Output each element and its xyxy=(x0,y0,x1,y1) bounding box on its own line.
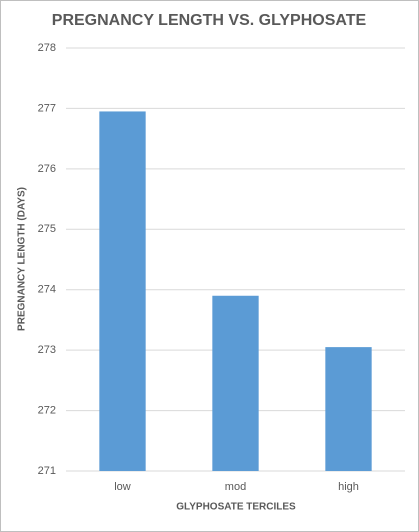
bar xyxy=(212,295,259,471)
y-tick-label: 271 xyxy=(38,465,56,477)
bar xyxy=(325,347,372,471)
y-tick-label: 273 xyxy=(38,344,56,356)
x-tick-label: mod xyxy=(225,481,246,493)
y-tick-label: 275 xyxy=(38,223,56,235)
y-axis-label: PREGNANCY LENGTH (DAYS) xyxy=(17,187,28,331)
x-tick-label: low xyxy=(114,481,131,493)
bar xyxy=(99,111,146,471)
x-tick-label: high xyxy=(338,481,359,493)
y-tick-label: 278 xyxy=(38,42,56,54)
y-tick-label: 274 xyxy=(38,284,56,296)
x-axis-label: GLYPHOSATE TERCILES xyxy=(176,502,296,513)
y-tick-label: 276 xyxy=(38,163,56,175)
y-tick-label: 272 xyxy=(38,404,56,416)
y-tick-label: 277 xyxy=(38,102,56,114)
chart-title: PREGNANCY LENGTH VS. GLYPHOSATE xyxy=(52,12,367,29)
